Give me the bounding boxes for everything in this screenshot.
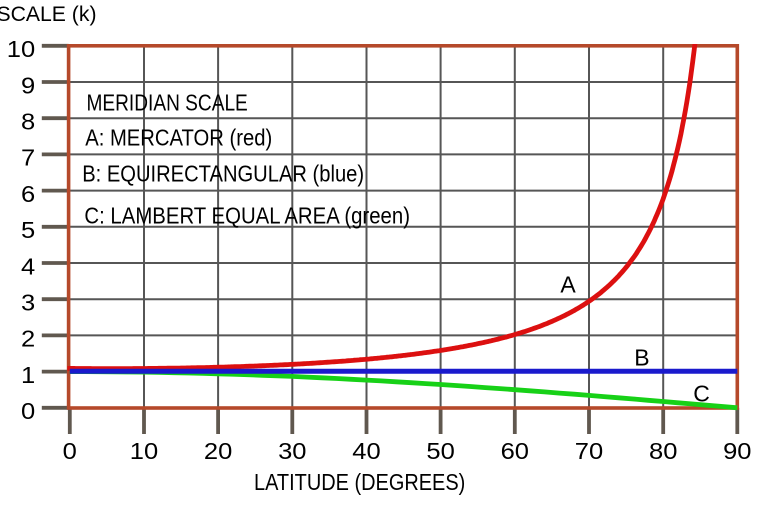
svg-text:MERIDIAN SCALE: MERIDIAN SCALE xyxy=(87,90,248,116)
svg-text:60: 60 xyxy=(501,438,529,464)
svg-text:0: 0 xyxy=(21,398,35,424)
svg-text:SCALE (k): SCALE (k) xyxy=(0,3,97,26)
svg-text:2: 2 xyxy=(21,326,35,352)
svg-text:3: 3 xyxy=(21,290,35,316)
svg-text:8: 8 xyxy=(21,109,35,135)
svg-text:7: 7 xyxy=(21,145,35,171)
svg-text:90: 90 xyxy=(723,438,751,464)
svg-text:10: 10 xyxy=(130,438,158,464)
svg-text:9: 9 xyxy=(21,72,35,98)
svg-text:80: 80 xyxy=(649,438,677,464)
svg-text:6: 6 xyxy=(21,181,35,207)
svg-text:A: A xyxy=(560,272,576,298)
svg-text:1: 1 xyxy=(21,362,35,388)
svg-text:B: B xyxy=(634,344,649,370)
svg-text:4: 4 xyxy=(21,253,35,279)
svg-text:B: EQUIRECTANGULAR (blue): B: EQUIRECTANGULAR (blue) xyxy=(82,160,364,186)
svg-text:10: 10 xyxy=(7,36,35,62)
svg-text:70: 70 xyxy=(575,438,603,464)
svg-text:50: 50 xyxy=(426,438,454,464)
svg-text:C: LAMBERT EQUAL AREA (green): C: LAMBERT EQUAL AREA (green) xyxy=(84,203,410,229)
svg-text:5: 5 xyxy=(21,217,35,243)
svg-text:0: 0 xyxy=(63,438,77,464)
svg-text:40: 40 xyxy=(352,438,380,464)
svg-text:30: 30 xyxy=(278,438,306,464)
svg-text:C: C xyxy=(693,381,710,407)
svg-text:20: 20 xyxy=(204,438,232,464)
svg-text:A: MERCATOR (red): A: MERCATOR (red) xyxy=(85,124,272,150)
svg-text:LATITUDE (DEGREES): LATITUDE (DEGREES) xyxy=(254,469,465,495)
